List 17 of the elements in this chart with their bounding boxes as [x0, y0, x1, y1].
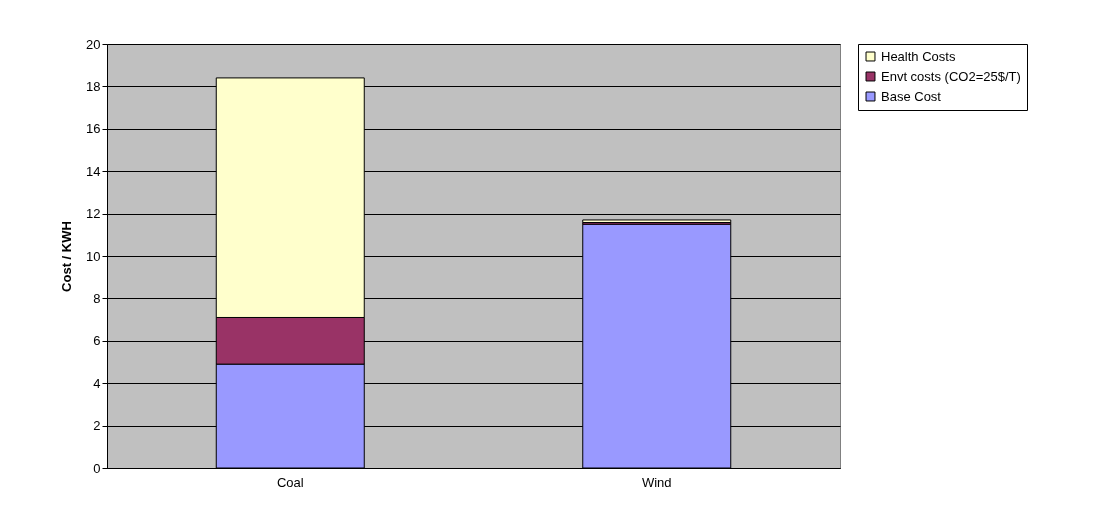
y-tick-label: 10 — [86, 248, 101, 264]
y-tick-label: 16 — [86, 121, 101, 137]
x-tick-label: Coal — [276, 474, 304, 490]
y-tick-label: 0 — [93, 460, 101, 476]
legend-label: Health Costs — [881, 48, 956, 64]
y-tick-label: 4 — [93, 375, 101, 391]
legend-label: Base Cost — [881, 88, 942, 104]
y-tick-label: 6 — [93, 333, 101, 349]
x-tick-label: Wind — [641, 474, 672, 490]
y-tick-label: 20 — [86, 36, 101, 52]
y-tick-label: 14 — [86, 163, 101, 179]
y-tick-label: 8 — [93, 290, 101, 306]
y-tick-label: 18 — [86, 78, 101, 94]
y-tick-label: 2 — [93, 418, 101, 434]
legend-label: Envt costs (CO2=25$/T) — [881, 68, 1021, 84]
y-axis-title: Cost / KWH — [59, 221, 75, 292]
y-tick-label: 12 — [86, 206, 101, 222]
